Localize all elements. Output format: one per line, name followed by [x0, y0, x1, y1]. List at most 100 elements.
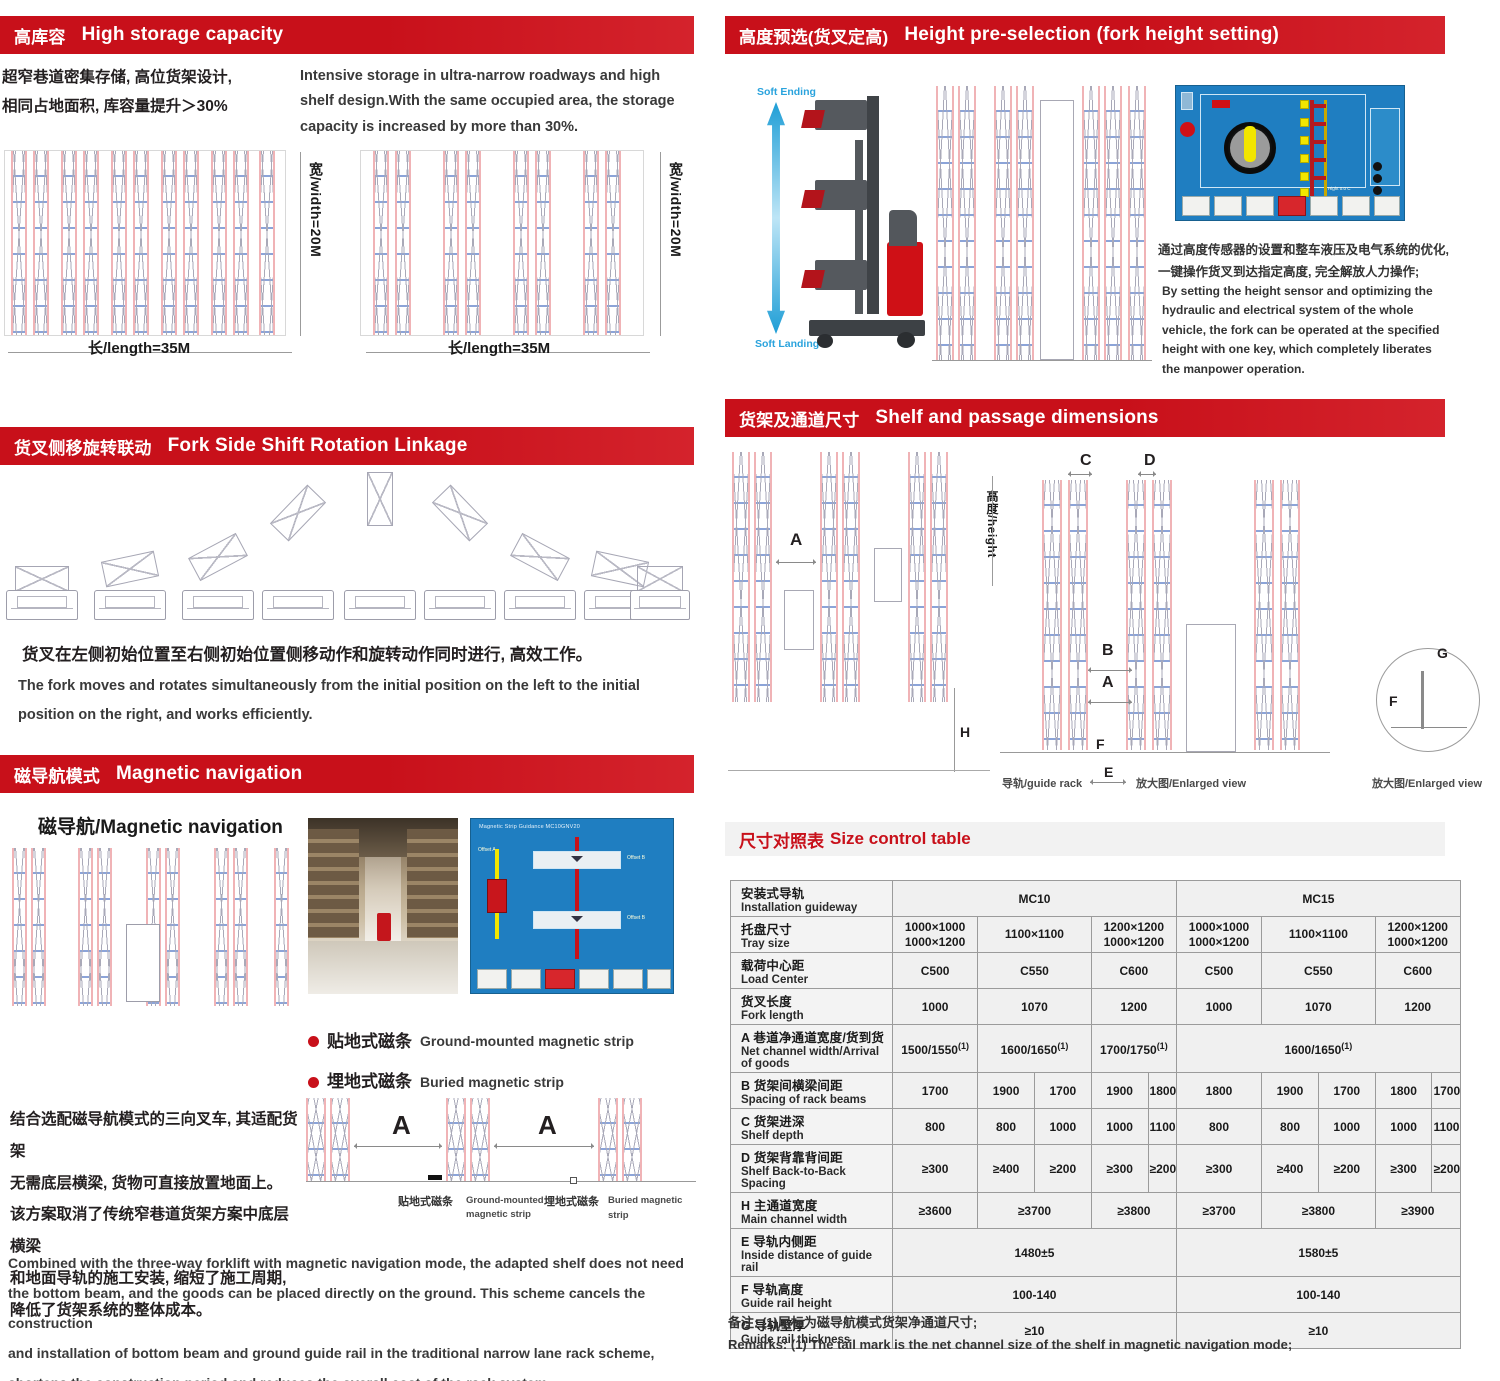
table-cell: ≥300 [1175, 1144, 1263, 1193]
section-header-magnetic-navigation: 磁导航模式 Magnetic navigation [0, 755, 694, 793]
section-header-shelf-dimensions: 货架及通道尺寸 Shelf and passage dimensions [725, 399, 1445, 437]
table-cell: 1070 [977, 988, 1092, 1025]
height-preselection-hmi-panel[interactable]: Hight 0.0 C [1175, 85, 1405, 221]
table-cell: 1000 [1317, 1108, 1376, 1145]
hmi-key-8[interactable] [1374, 196, 1400, 216]
row-header-cn: 安装式导轨 [741, 887, 805, 901]
hmi-softkey-3[interactable] [545, 969, 575, 989]
row-header-en: Spacing of rack beams [741, 1094, 867, 1106]
vertical-double-arrow-icon [767, 102, 785, 334]
table-row: E 导轨内侧距 Inside distance of guide rail 1480… [730, 1228, 1461, 1277]
table-row: 托盘尺寸 Tray size 1000×1000 1000×1200 1100×1100… [730, 916, 1461, 953]
hmi-level-chip[interactable] [1300, 136, 1309, 145]
row-header: E 导轨内侧距 Inside distance of guide rail [730, 1228, 893, 1277]
hmi-softkey-2[interactable] [511, 969, 541, 989]
table-cell: 1900 [977, 1072, 1035, 1109]
table-cell: ≥3600 [891, 1192, 979, 1229]
section-title-cn: 磁导航模式 [14, 766, 100, 786]
elevation-ground-line [1000, 752, 1330, 753]
table-cell: 1200 [1374, 988, 1461, 1025]
high-storage-desc-en: Intensive storage in ultra-narrow roadwa… [300, 68, 675, 135]
size-table-title-cn: 尺寸对照表 [739, 831, 824, 851]
row-header-cn: C 货架进深 [741, 1115, 805, 1129]
section-header-height-preselection: 高度预选(货叉定高) Height pre-selection (fork he… [725, 16, 1445, 54]
hmi-softkey-4[interactable] [579, 969, 609, 989]
hmi-key-6[interactable] [1182, 196, 1210, 216]
section-title-en: Magnetic navigation [116, 763, 303, 784]
hmi-level-chip[interactable] [1300, 154, 1309, 163]
row-header-en: Guide rail thickness [741, 1334, 851, 1346]
section-header-high-storage: 高库容 High storage capacity [0, 16, 694, 54]
dim-label-left-length: 长/length=35M [88, 340, 191, 357]
hmi-level-chip[interactable] [1300, 172, 1309, 181]
table-cell: 1000×1000 1000×1200 [1175, 916, 1263, 953]
section-title-en: Height pre-selection (fork height settin… [904, 24, 1280, 45]
fork-shift-desc-cn: 货叉在左侧初始位置至右侧初始位置侧移动作和旋转动作同时进行, 高效工作。 [22, 646, 593, 664]
magnetic-nav-elevation-diagram: A A 贴地式磁条 Ground-mounted magnetic strip … [306, 1098, 696, 1221]
hmi-power-icon [1180, 122, 1195, 137]
size-control-table: 安装式导轨 Installation guideway MC10 MC15 托盘尺寸 Tr… [730, 880, 1461, 1349]
plan-arrow-a [776, 559, 816, 565]
row-header-cn: G 导轨壁厚 [741, 1319, 806, 1333]
height-preselect-desc-cn: 通过高度传感器的设置和整车液压及电气系统的优化, 一键操作货叉到达指定高度, 完… [1158, 243, 1449, 279]
row-header: G 导轨壁厚 Guide rail thickness [730, 1312, 893, 1349]
table-cell: 1700/1750(1) [1090, 1024, 1177, 1073]
row-header: F 导轨高度 Guide rail height [730, 1276, 893, 1313]
table-row: 载荷中心距 Load Center C500 C550 C600 C500 C550 C600 [730, 952, 1461, 989]
hmi-rung [1312, 140, 1326, 144]
table-cell: ≥200 [1147, 1144, 1177, 1193]
plan-dim-h-label: H [960, 724, 971, 740]
table-cell: C550 [1261, 952, 1376, 989]
soft-motion-indicator: Soft Ending Soft Landing [745, 86, 935, 366]
remarks-en: Remarks: (1) The tail mark is the net ch… [728, 1337, 1293, 1353]
hmi-screen [1200, 94, 1366, 188]
dim-label-b: B [1102, 642, 1114, 659]
dim-label-a: A [1102, 674, 1114, 691]
rack-ground-line [932, 360, 1152, 361]
buried-marker-icon [570, 1177, 577, 1184]
table-cell: 1100 [1147, 1108, 1177, 1145]
table-cell: 1000×1000 1000×1200 [891, 916, 979, 953]
row-header: C 货架进深 Shelf depth [730, 1108, 893, 1145]
hmi-level-bar [1310, 100, 1314, 196]
gap-label-a-right: A [538, 1110, 557, 1140]
section-title-cn: 货叉侧移旋转联动 [14, 438, 152, 458]
table-cell: ≥10 [1175, 1312, 1461, 1349]
hmi-level-chip[interactable] [1300, 118, 1309, 127]
row-header-cn: E 导轨内侧距 [741, 1235, 817, 1249]
hmi-level-chip[interactable] [1300, 100, 1309, 109]
size-table-title-en: Size control table [830, 829, 971, 848]
magnetic-strip-hmi-panel[interactable]: Magnetic Strip Guidance MC10GNV20 Offset… [470, 818, 674, 994]
table-row: G 导轨壁厚 Guide rail thickness ≥10 ≥10 [730, 1312, 1461, 1349]
row-header-en: Shelf Back-to-Back Spacing [741, 1166, 846, 1190]
hmi-key-9[interactable] [1246, 196, 1274, 216]
dim-arrow-c [1068, 471, 1092, 477]
table-cell: C600 [1374, 952, 1461, 989]
row-header-en: Load Center [741, 974, 809, 986]
table-cell: 800 [1261, 1108, 1319, 1145]
legend-item-en: Ground-mounted magnetic strip [420, 1033, 634, 1050]
gap-label-a-left: A [392, 1110, 411, 1140]
hmi-softkey-6[interactable] [647, 969, 671, 989]
storage-plan-right [360, 150, 644, 336]
height-preselect-desc-en: By setting the height sensor and optimiz… [1162, 284, 1440, 376]
table-cell: C500 [891, 952, 979, 989]
buried-label-en: Buried magnetic strip [608, 1195, 683, 1221]
ground-mounted-label-en-l1: Ground-mounted [466, 1195, 544, 1206]
hmi-title-text: Magnetic Strip Guidance MC10GNV20 [479, 824, 581, 830]
hmi-key-4[interactable] [1310, 196, 1338, 216]
hmi-key-5[interactable] [1342, 196, 1370, 216]
table-cell: 1580±5 [1175, 1228, 1461, 1277]
hmi-key-esc[interactable] [1278, 196, 1306, 216]
table-cell: ≥300 [1090, 1144, 1149, 1193]
hmi-rung [1312, 104, 1326, 108]
hmi-softkey-5[interactable] [613, 969, 643, 989]
hmi-softkey-1[interactable] [477, 969, 507, 989]
hmi-rung [1312, 158, 1326, 162]
section-header-size-table: 尺寸对照表 Size control table [725, 822, 1445, 856]
hmi-key-7[interactable] [1214, 196, 1242, 216]
hmi-height-hint: Hight 0.0 C [1328, 186, 1351, 191]
row-header: A 巷道净通道宽度/货到货 Net channel width/Arrival o… [730, 1024, 893, 1073]
table-cell: ≥3700 [1175, 1192, 1263, 1229]
magnetic-nav-desc-cn: 结合选配磁导航模式的三向叉车, 其适配货架 无需底层横梁, 货物可直接放置地面上… [10, 1111, 298, 1319]
